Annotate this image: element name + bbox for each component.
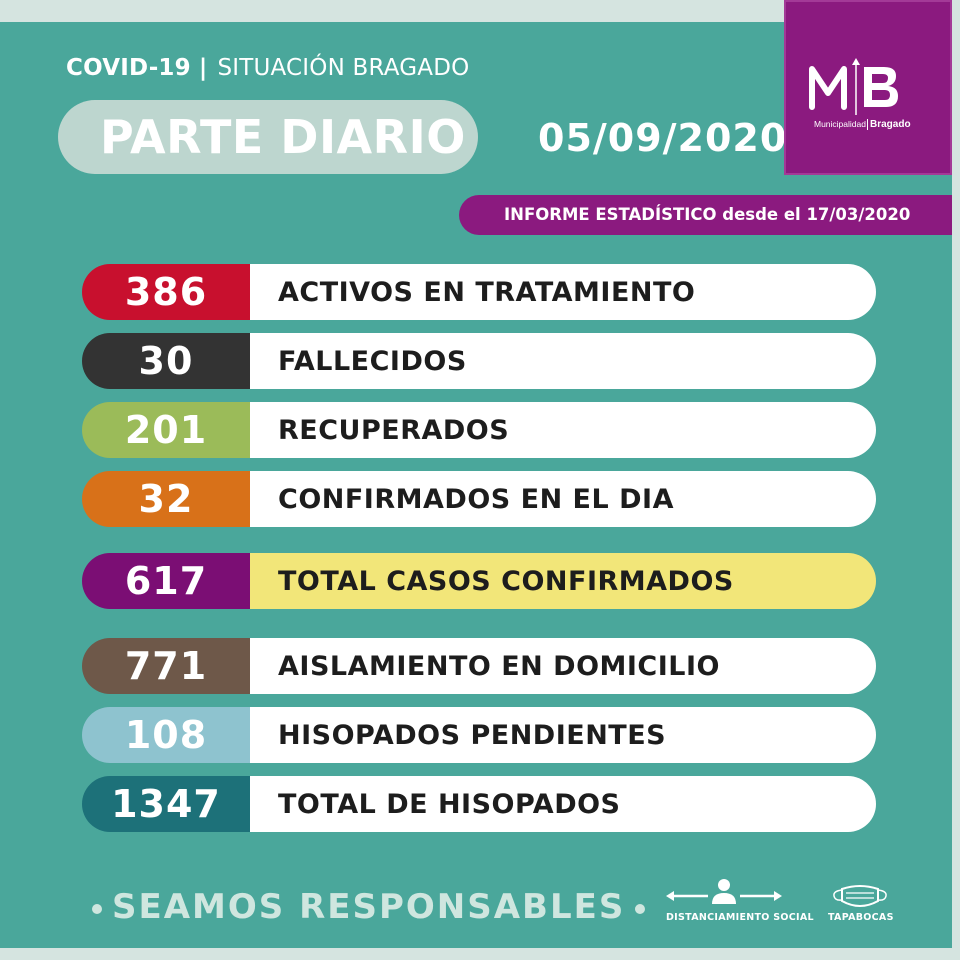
mb-logo-icon (809, 58, 898, 115)
bottom-frame (0, 948, 960, 960)
stat-row: 1347 TOTAL DE HISOPADOS (82, 776, 876, 832)
stat-row: 108 HISOPADOS PENDIENTES (82, 707, 876, 763)
stat-label: CONFIRMADOS EN EL DIA (250, 471, 876, 527)
title-pill (58, 100, 478, 174)
stat-value: 1347 (82, 776, 250, 832)
report-banner (459, 195, 952, 235)
face-mask-icon (833, 885, 887, 907)
right-frame (952, 0, 960, 960)
face-mask-label: TAPABOCAS (828, 912, 894, 923)
stat-row: 617 TOTAL CASOS CONFIRMADOS (82, 553, 876, 609)
page-title: PARTE DIARIO (100, 110, 466, 164)
stat-row: 771 AISLAMIENTO EN DOMICILIO (82, 638, 876, 694)
situation-label: SITUACIÓN BRAGADO (217, 55, 470, 81)
logo-caption-right: Bragado (866, 119, 911, 130)
stat-row: 32 CONFIRMADOS EN EL DIA (82, 471, 876, 527)
stat-label: AISLAMIENTO EN DOMICILIO (250, 638, 876, 694)
stat-label: RECUPERADOS (250, 402, 876, 458)
stat-label: ACTIVOS EN TRATAMIENTO (250, 264, 876, 320)
stat-value: 386 (82, 264, 250, 320)
social-distancing-icon (666, 879, 782, 904)
stat-value: 771 (82, 638, 250, 694)
stat-value: 201 (82, 402, 250, 458)
covid-label: COVID-19 (66, 55, 191, 81)
stat-row: 201 RECUPERADOS (82, 402, 876, 458)
municipality-logo: Municipalidad Bragado (784, 0, 952, 175)
bullet-dot (635, 903, 646, 914)
logo-caption: Municipalidad Bragado (814, 119, 911, 130)
report-banner-text: INFORME ESTADÍSTICO desde el 17/03/2020 (504, 205, 911, 224)
top-frame (0, 0, 960, 22)
footer-slogan: SEAMOS RESPONSABLES (82, 887, 655, 927)
header-line: COVID-19 | SITUACIÓN BRAGADO (66, 55, 469, 81)
stat-value: 108 (82, 707, 250, 763)
header-separator: | (198, 55, 208, 81)
stat-label: HISOPADOS PENDIENTES (250, 707, 876, 763)
stat-value: 32 (82, 471, 250, 527)
slogan-text: SEAMOS RESPONSABLES (112, 887, 626, 927)
stat-value: 617 (82, 553, 250, 609)
stat-label: TOTAL DE HISOPADOS (250, 776, 876, 832)
stat-row: 386 ACTIVOS EN TRATAMIENTO (82, 264, 876, 320)
report-date: 05/09/2020 (538, 116, 788, 160)
stat-label: FALLECIDOS (250, 333, 876, 389)
logo-caption-left: Municipalidad (814, 119, 866, 129)
bullet-dot (92, 903, 102, 914)
stat-value: 30 (82, 333, 250, 389)
stat-label: TOTAL CASOS CONFIRMADOS (250, 553, 876, 609)
social-distancing-label: DISTANCIAMIENTO SOCIAL (666, 912, 814, 923)
stat-row: 30 FALLECIDOS (82, 333, 876, 389)
